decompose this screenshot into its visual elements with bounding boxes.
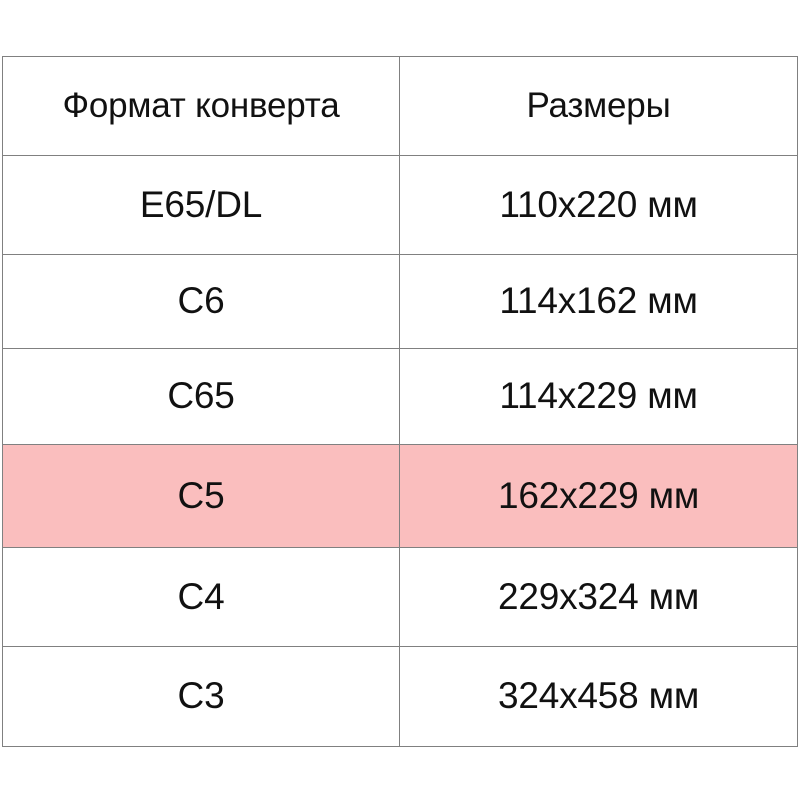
table-row: C3 324x458 мм	[2, 646, 798, 747]
table-row: E65/DL 110x220 мм	[2, 155, 798, 255]
cell-format: C6	[2, 254, 400, 349]
cell-format-value: C6	[177, 280, 225, 322]
cell-size: 162x229 мм	[399, 444, 798, 548]
cell-size: 110x220 мм	[399, 155, 798, 255]
cell-size: 229x324 мм	[399, 547, 798, 647]
column-header-format-label: Формат конверта	[62, 85, 340, 125]
cell-size-value: 114x162 мм	[499, 280, 698, 322]
cell-size: 114x162 мм	[399, 254, 798, 349]
cell-format-value: C65	[167, 375, 235, 417]
table-row-highlighted: C5 162x229 мм	[2, 444, 798, 548]
column-header-size: Размеры	[399, 56, 798, 156]
cell-format: C3	[2, 646, 400, 747]
cell-size: 114x229 мм	[399, 348, 798, 445]
cell-size-value: 162x229 мм	[497, 474, 700, 516]
cell-format: C4	[2, 547, 400, 647]
table-header-row: Формат конверта Размеры	[2, 56, 798, 156]
cell-size: 324x458 мм	[399, 646, 798, 747]
cell-size-value: 110x220 мм	[499, 183, 698, 225]
cell-format: C65	[2, 348, 400, 445]
cell-format-value: C4	[177, 575, 225, 617]
cell-size-value: 324x458 мм	[497, 675, 700, 717]
column-header-format: Формат конверта	[2, 56, 400, 156]
envelope-sizes-table: Формат конверта Размеры E65/DL 110x220 м…	[2, 56, 798, 747]
column-header-size-label: Размеры	[526, 85, 671, 125]
table-body: E65/DL 110x220 мм C6 114x162 мм C65	[2, 155, 798, 747]
cell-format-value: C3	[177, 675, 225, 717]
cell-format-value: C5	[177, 474, 225, 516]
cell-format: E65/DL	[2, 155, 400, 255]
table-row: C6 114x162 мм	[2, 254, 798, 349]
table-row: C4 229x324 мм	[2, 547, 798, 647]
cell-format: C5	[2, 444, 400, 548]
cell-size-value: 114x229 мм	[499, 375, 698, 417]
table-row: C65 114x229 мм	[2, 348, 798, 445]
cell-size-value: 229x324 мм	[497, 575, 700, 617]
cell-format-value: E65/DL	[139, 183, 263, 225]
table-header: Формат конверта Размеры	[2, 56, 798, 156]
